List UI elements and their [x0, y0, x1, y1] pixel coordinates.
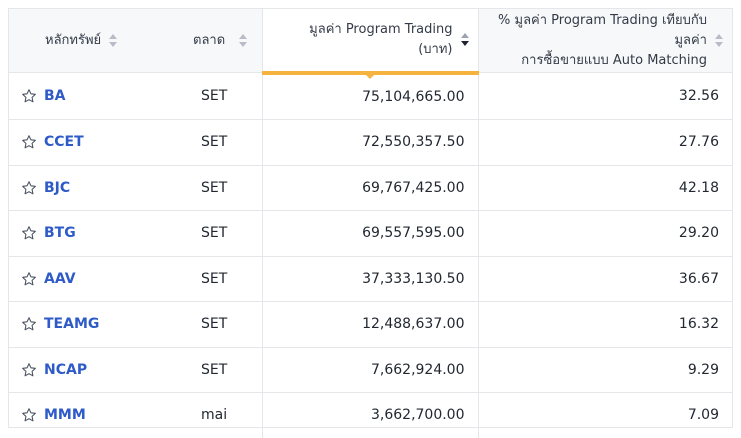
- cell-market: SET: [155, 301, 262, 348]
- star-outline-icon[interactable]: [21, 407, 37, 423]
- cell-market: SET: [155, 347, 262, 393]
- column-header-percent-label-line2: การซื้อขายแบบ Auto Matching: [521, 52, 707, 68]
- symbol-link[interactable]: CCET: [44, 134, 84, 151]
- cell-symbol: BJC: [9, 165, 155, 211]
- sort-arrows-icon[interactable]: [109, 34, 118, 47]
- cell-percent-auto-matching: 9.29: [477, 347, 732, 393]
- column-header-market[interactable]: ตลาด: [155, 9, 262, 73]
- symbol-link[interactable]: BJC: [44, 179, 71, 196]
- column-header-symbol[interactable]: หลักทรัพย์: [9, 9, 155, 73]
- cell-program-trading-value: 3,662,700.00: [261, 392, 478, 438]
- star-outline-icon[interactable]: [21, 271, 37, 287]
- program-trading-table: หลักทรัพย์ ตลาด มูลค่า Program Trading (…: [9, 9, 732, 438]
- star-outline-icon[interactable]: [21, 134, 37, 150]
- column-header-value-label: มูลค่า Program Trading (บาท): [309, 21, 453, 57]
- cell-percent-auto-matching: 27.76: [477, 119, 732, 166]
- cell-market: SET: [155, 165, 262, 211]
- symbol-link[interactable]: BA: [44, 88, 66, 104]
- table-row[interactable]: NCAP SET 7,662,924.00 9.29: [9, 347, 732, 393]
- column-header-program-trading-value[interactable]: มูลค่า Program Trading (บาท): [261, 9, 478, 78]
- star-outline-icon[interactable]: [21, 316, 37, 332]
- column-header-market-label: ตลาด: [193, 32, 226, 48]
- cell-symbol: BTG: [9, 210, 155, 257]
- symbol-link[interactable]: BTG: [44, 225, 76, 242]
- table-row[interactable]: BA SET 75,104,665.00 32.56: [9, 72, 732, 120]
- cell-program-trading-value: 12,488,637.00: [261, 301, 478, 348]
- cell-symbol: TEAMG: [9, 301, 155, 348]
- symbol-link[interactable]: MMM: [44, 407, 86, 424]
- cell-program-trading-value: 69,767,425.00: [261, 165, 478, 211]
- star-outline-icon[interactable]: [21, 362, 37, 378]
- cell-program-trading-value: 37,333,130.50: [261, 256, 478, 302]
- star-outline-icon[interactable]: [21, 225, 37, 241]
- cell-market: SET: [155, 119, 262, 166]
- cell-program-trading-value: 7,662,924.00: [261, 347, 478, 393]
- cell-percent-auto-matching: 29.20: [477, 210, 732, 257]
- cell-percent-auto-matching: 42.18: [477, 165, 732, 211]
- cell-percent-auto-matching: 32.56: [477, 72, 732, 120]
- cell-market: mai: [201, 407, 228, 424]
- column-header-symbol-label: หลักทรัพย์: [45, 32, 102, 48]
- table-row[interactable]: TEAMG SET 12,488,637.00 16.32: [9, 301, 732, 348]
- star-outline-icon[interactable]: [21, 180, 37, 196]
- column-header-percent-auto-matching[interactable]: % มูลค่า Program Trading เทียบกับมูลค่า …: [477, 9, 732, 73]
- table-row[interactable]: CCET SET 72,550,357.50 27.76: [9, 119, 732, 166]
- table-row[interactable]: BTG SET 69,557,595.00 29.20: [9, 210, 732, 257]
- program-trading-table-panel: หลักทรัพย์ ตลาด มูลค่า Program Trading (…: [8, 8, 733, 438]
- cell-market: SET: [155, 256, 262, 302]
- symbol-link[interactable]: NCAP: [44, 361, 88, 378]
- cell-program-trading-value: 69,557,595.00: [261, 210, 478, 257]
- sort-arrows-icon[interactable]: [715, 34, 723, 47]
- cell-program-trading-value: 72,550,357.50: [261, 119, 478, 166]
- cell-symbol: NCAP: [9, 347, 155, 393]
- table-row[interactable]: AAV SET 37,333,130.50 36.67: [9, 256, 732, 302]
- cell-percent-auto-matching: 7.09: [477, 392, 732, 438]
- cell-symbol: BA: [9, 72, 155, 120]
- cell-market: SET: [155, 72, 262, 120]
- cell-percent-auto-matching: 16.32: [477, 301, 732, 348]
- table-header-row: หลักทรัพย์ ตลาด มูลค่า Program Trading (…: [9, 9, 732, 78]
- column-header-percent-label: % มูลค่า Program Trading เทียบกับมูลค่า …: [491, 11, 707, 71]
- cell-percent-auto-matching: 36.67: [477, 256, 732, 302]
- cell-market: SET: [155, 210, 262, 257]
- cell-program-trading-value: 75,104,665.00: [261, 72, 478, 120]
- cell-symbol: CCET: [9, 119, 155, 166]
- star-outline-icon[interactable]: [21, 88, 37, 104]
- cell-symbol: MMM: [9, 393, 155, 438]
- sort-arrows-icon[interactable]: [239, 34, 248, 47]
- column-header-percent-label-line1: % มูลค่า Program Trading เทียบกับมูลค่า: [498, 12, 707, 48]
- symbol-link[interactable]: TEAMG: [44, 316, 100, 333]
- symbol-link[interactable]: AAV: [44, 270, 76, 287]
- table-row[interactable]: MMM mai 3,662,700.00 7.09: [9, 392, 732, 438]
- table-row[interactable]: BJC SET 69,767,425.00 42.18: [9, 165, 732, 211]
- cell-symbol: AAV: [9, 256, 155, 302]
- sort-descending-icon[interactable]: [460, 33, 469, 47]
